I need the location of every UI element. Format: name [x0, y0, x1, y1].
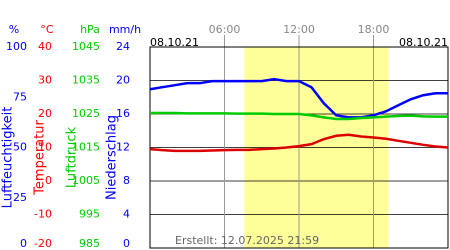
x-tick-label: 06:00: [209, 23, 241, 36]
series-line: [150, 111, 448, 121]
y-tick-label: -20: [34, 237, 52, 250]
axis-title: Temperatur: [33, 120, 48, 196]
x-tick-label: 12:00: [283, 23, 315, 36]
y-tick-label: 16: [116, 107, 130, 120]
y-tick-label: 1025: [72, 107, 100, 120]
y-tick-label: 30: [38, 74, 52, 87]
axis-unit: mm/h: [109, 23, 141, 36]
y-tick-label: 10: [38, 141, 52, 154]
y-tick-label: 50: [13, 141, 27, 154]
axis-title: Niederschlag: [105, 115, 120, 200]
y-tick-label: 20: [116, 74, 130, 87]
y-tick-label: 100: [6, 40, 27, 53]
y-tick-label: 1035: [72, 74, 100, 87]
date-left: 08.10.21: [150, 36, 199, 49]
date-right: 08.10.21: [399, 36, 448, 49]
series-line: [149, 133, 449, 153]
axis-title: Luftfeuchtigkeit: [1, 107, 16, 209]
y-tick-label: 75: [13, 90, 27, 103]
y-tick-label: 985: [79, 237, 100, 250]
y-tick-label: 0: [20, 237, 27, 250]
y-tick-label: 4: [123, 208, 130, 221]
footer: Erstellt: 12.07.2025 21:59: [175, 234, 319, 247]
series-line: [149, 77, 448, 119]
y-tick-label: 0: [123, 237, 130, 250]
y-tick-label: 24: [116, 40, 130, 53]
y-tick-label: 12: [116, 141, 130, 154]
y-tick-label: 20: [38, 107, 52, 120]
axis-unit: %: [9, 23, 19, 36]
y-tick-label: 1015: [72, 141, 100, 154]
axis-unit: °C: [40, 23, 54, 36]
axis-unit: hPa: [80, 23, 100, 36]
y-tick-label: 1005: [72, 174, 100, 187]
axis-title: Luftdruck: [65, 126, 80, 188]
y-tick-label: 0: [45, 174, 52, 187]
y-tick-label: 40: [38, 40, 52, 53]
y-tick-label: -10: [34, 208, 52, 221]
y-tick-label: 1045: [72, 40, 100, 53]
y-tick-label: 995: [79, 208, 100, 221]
y-tick-label: 8: [123, 174, 130, 187]
y-tick-label: 25: [13, 191, 27, 204]
x-tick-label: 18:00: [358, 23, 390, 36]
